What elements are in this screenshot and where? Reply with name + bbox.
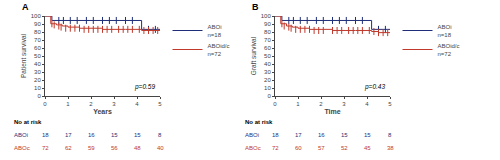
svg-text:10: 10 — [34, 85, 41, 91]
svg-text:60: 60 — [264, 45, 271, 51]
svg-text:45: 45 — [364, 145, 371, 151]
svg-text:8: 8 — [388, 132, 392, 138]
svg-text:72: 72 — [42, 145, 49, 151]
svg-text:1: 1 — [296, 101, 300, 107]
svg-text:60: 60 — [295, 145, 302, 151]
svg-text:ABOi: ABOi — [14, 132, 28, 138]
svg-text:30: 30 — [34, 69, 41, 75]
svg-text:ABOin=18: ABOin=18 — [208, 24, 222, 38]
svg-text:3: 3 — [342, 101, 346, 107]
svg-text:60: 60 — [34, 45, 41, 51]
svg-text:No at risk: No at risk — [245, 119, 273, 125]
svg-text:3: 3 — [112, 101, 116, 107]
svg-text:A: A — [22, 2, 29, 12]
svg-text:80: 80 — [34, 29, 41, 35]
svg-text:0: 0 — [37, 93, 41, 99]
svg-text:ABOc: ABOc — [14, 145, 30, 151]
svg-text:ABOc: ABOc — [245, 145, 261, 151]
svg-text:10: 10 — [264, 85, 271, 91]
svg-text:15: 15 — [134, 132, 141, 138]
svg-text:17: 17 — [65, 132, 72, 138]
svg-text:52: 52 — [341, 145, 348, 151]
svg-text:0: 0 — [43, 101, 47, 107]
svg-text:40: 40 — [157, 145, 164, 151]
svg-text:62: 62 — [65, 145, 72, 151]
svg-text:No at risk: No at risk — [14, 119, 42, 125]
svg-text:2: 2 — [319, 101, 323, 107]
svg-text:100: 100 — [31, 13, 42, 19]
svg-text:ABOi: ABOi — [245, 132, 259, 138]
svg-text:16: 16 — [88, 132, 95, 138]
svg-text:p=0.43: p=0.43 — [364, 83, 385, 91]
svg-text:0: 0 — [273, 101, 277, 107]
svg-text:15: 15 — [341, 132, 348, 138]
svg-text:16: 16 — [318, 132, 325, 138]
svg-text:56: 56 — [111, 145, 118, 151]
svg-text:15: 15 — [111, 132, 118, 138]
svg-text:30: 30 — [264, 69, 271, 75]
svg-text:18: 18 — [42, 132, 49, 138]
svg-text:18: 18 — [272, 132, 279, 138]
svg-text:Years: Years — [93, 108, 112, 115]
svg-text:ABOin=18: ABOin=18 — [438, 24, 452, 38]
svg-text:2: 2 — [89, 101, 93, 107]
svg-text:72: 72 — [272, 145, 279, 151]
svg-text:Patient survival: Patient survival — [20, 33, 27, 78]
svg-text:Time: Time — [324, 108, 340, 115]
svg-text:70: 70 — [34, 37, 41, 43]
svg-text:4: 4 — [365, 101, 369, 107]
svg-text:40: 40 — [34, 61, 41, 67]
svg-text:20: 20 — [264, 77, 271, 83]
svg-text:20: 20 — [34, 77, 41, 83]
svg-text:0: 0 — [267, 93, 271, 99]
svg-text:15: 15 — [364, 132, 371, 138]
svg-text:38: 38 — [387, 145, 394, 151]
svg-text:p=0.59: p=0.59 — [134, 83, 155, 91]
svg-text:ABOid/cn=72: ABOid/cn=72 — [208, 43, 230, 57]
svg-text:5: 5 — [158, 101, 162, 107]
svg-text:100: 100 — [261, 13, 272, 19]
svg-text:90: 90 — [264, 21, 271, 27]
svg-text:50: 50 — [34, 53, 41, 59]
svg-text:ABOid/cn=72: ABOid/cn=72 — [438, 43, 460, 57]
svg-text:57: 57 — [318, 145, 325, 151]
svg-text:90: 90 — [34, 21, 41, 27]
svg-text:50: 50 — [264, 53, 271, 59]
svg-text:8: 8 — [158, 132, 162, 138]
svg-text:5: 5 — [388, 101, 392, 107]
svg-text:40: 40 — [264, 61, 271, 67]
svg-text:Graft survival: Graft survival — [250, 36, 257, 75]
svg-text:80: 80 — [264, 29, 271, 35]
svg-text:17: 17 — [295, 132, 302, 138]
svg-text:59: 59 — [88, 145, 95, 151]
svg-text:1: 1 — [66, 101, 70, 107]
svg-text:B: B — [252, 2, 259, 12]
svg-text:4: 4 — [135, 101, 139, 107]
svg-text:70: 70 — [264, 37, 271, 43]
svg-text:48: 48 — [134, 145, 141, 151]
